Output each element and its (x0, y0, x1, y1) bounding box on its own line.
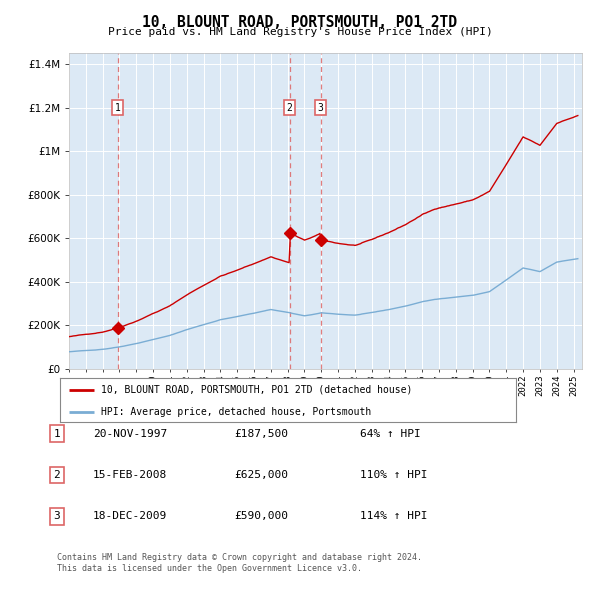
Text: £590,000: £590,000 (234, 512, 288, 521)
Text: 20-NOV-1997: 20-NOV-1997 (93, 429, 167, 438)
Text: Price paid vs. HM Land Registry's House Price Index (HPI): Price paid vs. HM Land Registry's House … (107, 27, 493, 37)
Text: 10, BLOUNT ROAD, PORTSMOUTH, PO1 2TD: 10, BLOUNT ROAD, PORTSMOUTH, PO1 2TD (143, 15, 458, 30)
Text: 64% ↑ HPI: 64% ↑ HPI (360, 429, 421, 438)
Text: 2: 2 (287, 103, 293, 113)
Text: 18-DEC-2009: 18-DEC-2009 (93, 512, 167, 521)
Text: 2: 2 (53, 470, 61, 480)
Text: 1: 1 (53, 429, 61, 438)
Text: 1: 1 (115, 103, 121, 113)
Text: 15-FEB-2008: 15-FEB-2008 (93, 470, 167, 480)
Text: 110% ↑ HPI: 110% ↑ HPI (360, 470, 427, 480)
Text: HPI: Average price, detached house, Portsmouth: HPI: Average price, detached house, Port… (101, 407, 371, 417)
Text: This data is licensed under the Open Government Licence v3.0.: This data is licensed under the Open Gov… (57, 564, 362, 573)
Text: 3: 3 (317, 103, 323, 113)
Text: 3: 3 (53, 512, 61, 521)
Text: £625,000: £625,000 (234, 470, 288, 480)
Text: 10, BLOUNT ROAD, PORTSMOUTH, PO1 2TD (detached house): 10, BLOUNT ROAD, PORTSMOUTH, PO1 2TD (de… (101, 385, 412, 395)
Text: Contains HM Land Registry data © Crown copyright and database right 2024.: Contains HM Land Registry data © Crown c… (57, 553, 422, 562)
Text: £187,500: £187,500 (234, 429, 288, 438)
Text: 114% ↑ HPI: 114% ↑ HPI (360, 512, 427, 521)
